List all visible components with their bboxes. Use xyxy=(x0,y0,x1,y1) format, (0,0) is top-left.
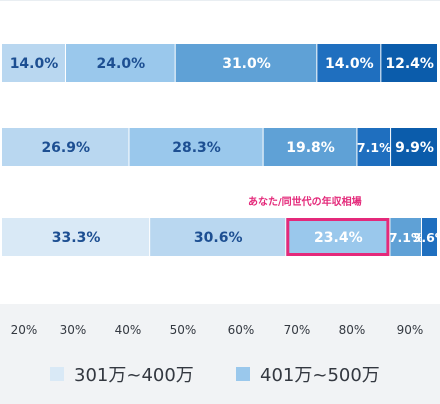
bar-row2-seg3 xyxy=(263,128,357,166)
bar-row2-seg5 xyxy=(391,128,437,166)
bar-row1-seg4 xyxy=(317,44,381,82)
bar-row1-seg5 xyxy=(381,44,437,82)
legend-item-1: 301万~400万 xyxy=(50,362,194,386)
bar-row3-seg3 xyxy=(286,218,390,256)
bar-row3-seg4 xyxy=(390,218,421,256)
bar-row3-seg5 xyxy=(421,218,437,256)
legend-item-2: 401万~500万 xyxy=(236,362,380,386)
data-label-row2-seg1: 26.9% xyxy=(41,140,90,156)
x-tick-label: 60% xyxy=(228,323,255,337)
x-tick-label: 70% xyxy=(284,323,311,337)
bar-row1-seg2 xyxy=(65,44,175,82)
top-divider xyxy=(0,0,440,1)
market-rate-callout: あなた/同世代の年収相場 xyxy=(248,197,362,208)
data-label-row1-seg1: 14.0% xyxy=(10,56,59,72)
highlight-box xyxy=(286,218,390,256)
bar-row3-seg1 xyxy=(2,218,150,256)
data-label-row2-seg4: 7.1% xyxy=(357,140,392,155)
legend-swatch-1 xyxy=(50,367,64,381)
x-tick-label: 40% xyxy=(115,323,142,337)
bar-row2-seg2 xyxy=(129,128,263,166)
bar-row2-seg1 xyxy=(2,128,129,166)
data-label-row3-seg2: 30.6% xyxy=(194,230,243,246)
bar-row3-seg2 xyxy=(150,218,286,256)
x-tick-label: 50% xyxy=(170,323,197,337)
data-label-row3-seg5: 3.6% xyxy=(413,230,440,245)
data-label-row1-seg4: 14.0% xyxy=(325,56,374,72)
data-label-row2-seg2: 28.3% xyxy=(172,140,221,156)
data-label-row3-seg1: 33.3% xyxy=(52,230,101,246)
x-tick-label: 30% xyxy=(60,323,87,337)
x-tick-label: 20% xyxy=(11,323,38,337)
x-tick-label: 90% xyxy=(397,323,424,337)
legend-label-1: 301万~400万 xyxy=(74,365,194,386)
data-label-row1-seg3: 31.0% xyxy=(222,56,271,72)
data-label-row1-seg5: 12.4% xyxy=(385,56,434,72)
data-label-row1-seg2: 24.0% xyxy=(97,56,146,72)
data-label-row2-seg3: 19.8% xyxy=(286,140,335,156)
data-label-row3-seg3: 23.4% xyxy=(314,230,363,246)
data-label-row3-seg4: 7.1% xyxy=(389,230,424,245)
bar-row1-seg3 xyxy=(175,44,317,82)
legend-label-2: 401万~500万 xyxy=(260,365,380,386)
x-tick-label: 80% xyxy=(339,323,366,337)
data-label-row2-seg5: 9.9% xyxy=(395,140,434,156)
bar-row1-seg1 xyxy=(2,44,65,82)
legend-swatch-2 xyxy=(236,367,250,381)
bar-row2-seg4 xyxy=(357,128,391,166)
axis-background-band xyxy=(0,304,440,404)
